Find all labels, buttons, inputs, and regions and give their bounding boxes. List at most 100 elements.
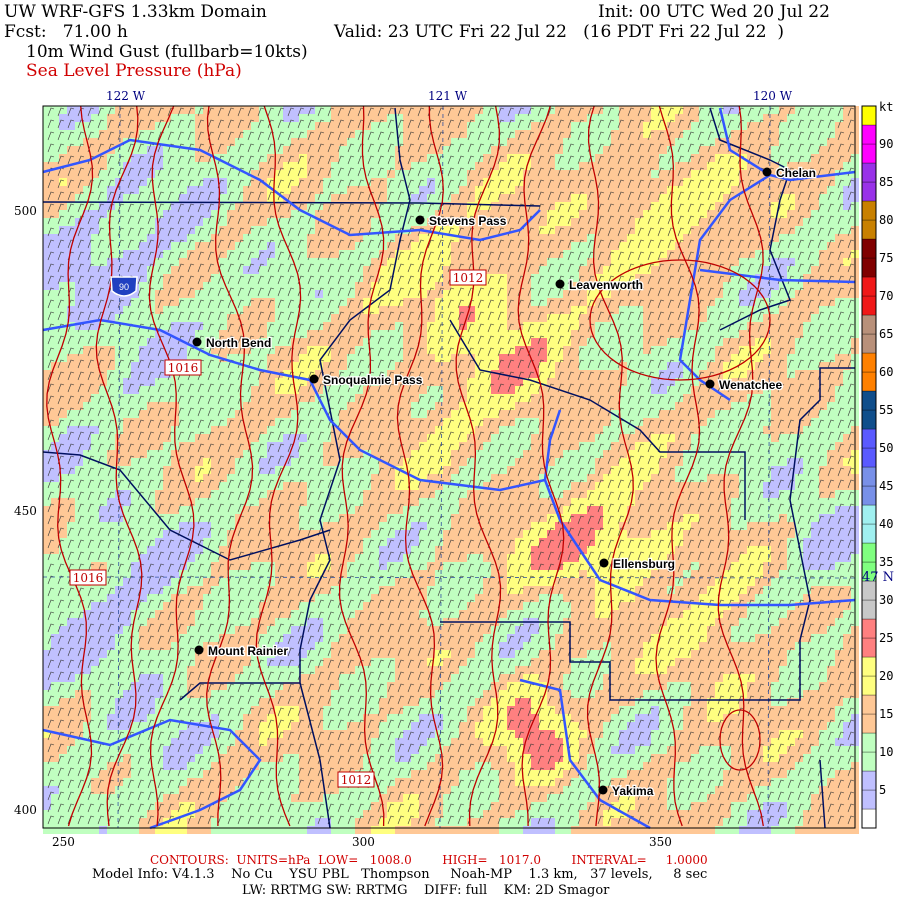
city-label: Ellensburg (613, 557, 675, 571)
colorbar-cell (861, 428, 877, 449)
colorbar-label: 25 (879, 631, 894, 645)
interstate-90-shield: 90 (110, 276, 138, 297)
colorbar-label: 40 (879, 517, 894, 531)
isobar (338, 105, 385, 827)
colorbar-cell (861, 637, 877, 658)
contour-label: 1016 (164, 359, 202, 376)
city-marker: Yakima (598, 783, 655, 799)
grid-y-label: 400 (14, 803, 37, 817)
colorbar-cell (861, 523, 877, 544)
colorbar-cell (861, 447, 877, 468)
colorbar-cell (861, 808, 877, 829)
pressure-contours (46, 105, 771, 827)
colorbar-unit: kt (879, 100, 894, 114)
colorbar-label: 55 (879, 403, 894, 417)
lon-label: 121 W (428, 89, 468, 103)
colorbar-cell (861, 542, 877, 563)
colorbar-label: 90 (879, 137, 894, 151)
contour-label: 1012 (449, 269, 487, 286)
wind-barbs (47, 107, 855, 825)
valid-time: Valid: 23 UTC Fri 22 Jul 22 (16 PDT Fri … (334, 22, 785, 42)
colorbar-cell (861, 124, 877, 145)
isobar (455, 105, 502, 827)
field-wind-gust: 10m Wind Gust (fullbarb=10kts) (26, 42, 308, 62)
colorbar-cell (861, 751, 877, 772)
isobar (396, 105, 444, 827)
colorbar-cell (861, 390, 877, 411)
map-title: UW WRF-GFS 1.33km Domain (4, 2, 267, 22)
colorbar-label: 45 (879, 479, 894, 493)
colorbar-cell (861, 276, 877, 297)
colorbar-cell (861, 200, 877, 221)
colorbar-label: 15 (879, 707, 894, 721)
isobar (148, 105, 195, 827)
colorbar-cell (861, 504, 877, 525)
colorbar-cell (861, 599, 877, 620)
city-marker: North Bend (192, 335, 273, 351)
lon-label: 120 W (753, 89, 793, 103)
city-marker: Ellensburg (599, 556, 676, 572)
shield-number: 90 (119, 282, 129, 292)
colorbar-cell (861, 295, 877, 316)
city-label: Stevens Pass (429, 214, 507, 228)
colorbar-cell (861, 409, 877, 430)
colorbar-cell (861, 732, 877, 753)
isobar (717, 105, 764, 827)
isobar (95, 105, 143, 827)
colorbar-label: 30 (879, 593, 894, 607)
city-marker: Snoqualmie Pass (309, 372, 424, 388)
grid-x-label: 300 (352, 835, 375, 849)
city-label: Chelan (776, 166, 816, 180)
colorbar-cell (861, 352, 877, 373)
colorbar-label: 70 (879, 289, 894, 303)
colorbar-cell (861, 333, 877, 354)
contour-info: CONTOURS: UNITS=hPa LOW= 1008.0 HIGH= 10… (150, 853, 708, 867)
city-label: Mount Rainier (208, 644, 288, 658)
colorbar-cell (861, 466, 877, 487)
city-label: Leavenworth (569, 278, 643, 292)
field-slp: Sea Level Pressure (hPa) (26, 61, 242, 81)
lat-lon-grid (42, 105, 856, 829)
isobar (206, 105, 254, 826)
grid-y-label: 500 (14, 204, 37, 218)
colorbar-label: 10 (879, 745, 894, 759)
colorbar-label: 85 (879, 175, 894, 189)
city-label: Snoqualmie Pass (323, 373, 423, 387)
colorbar-label: 75 (879, 251, 894, 265)
colorbar-label: 50 (879, 441, 894, 455)
city-marker: Chelan (762, 165, 817, 181)
colorbar-label: 80 (879, 213, 894, 227)
colorbar-cell (861, 371, 877, 392)
colorbar-cell (861, 257, 877, 278)
colorbar-cell (861, 219, 877, 240)
colorbar-label: 20 (879, 669, 894, 683)
city-label: Wenatchee (719, 378, 782, 392)
grid-y-label: 450 (14, 504, 37, 518)
colorbar-cell (861, 770, 877, 791)
city-marker: Mount Rainier (194, 643, 290, 659)
colorbar-cell (861, 485, 877, 506)
isobar (46, 105, 94, 827)
colorbar (861, 105, 877, 829)
colorbar-label: 60 (879, 365, 894, 379)
city-label: North Bend (206, 336, 271, 350)
contour-label: 1012 (337, 771, 375, 788)
colorbar-cell (861, 105, 877, 126)
isobar (255, 105, 302, 827)
colorbar-cell (861, 238, 877, 259)
colorbar-label: 65 (879, 327, 894, 341)
city-marker: Leavenworth (555, 277, 644, 293)
colorbar-cell (861, 694, 877, 715)
lon-label: 122 W (106, 89, 146, 103)
colorbar-label: 5 (879, 783, 887, 797)
physics-info: LW: RRTMG SW: RRTMG DIFF: full KM: 2D Sm… (242, 883, 610, 898)
isobar (655, 105, 701, 827)
colorbar-cell (861, 143, 877, 164)
colorbar-cell (861, 675, 877, 696)
isobar (586, 105, 634, 827)
colorbar-cell (861, 314, 877, 335)
map-frame (42, 105, 856, 829)
city-marker: Wenatchee (705, 377, 784, 393)
forecast-hour: Fcst: 71.00 h (4, 22, 128, 42)
colorbar-label: 35 (879, 555, 894, 569)
